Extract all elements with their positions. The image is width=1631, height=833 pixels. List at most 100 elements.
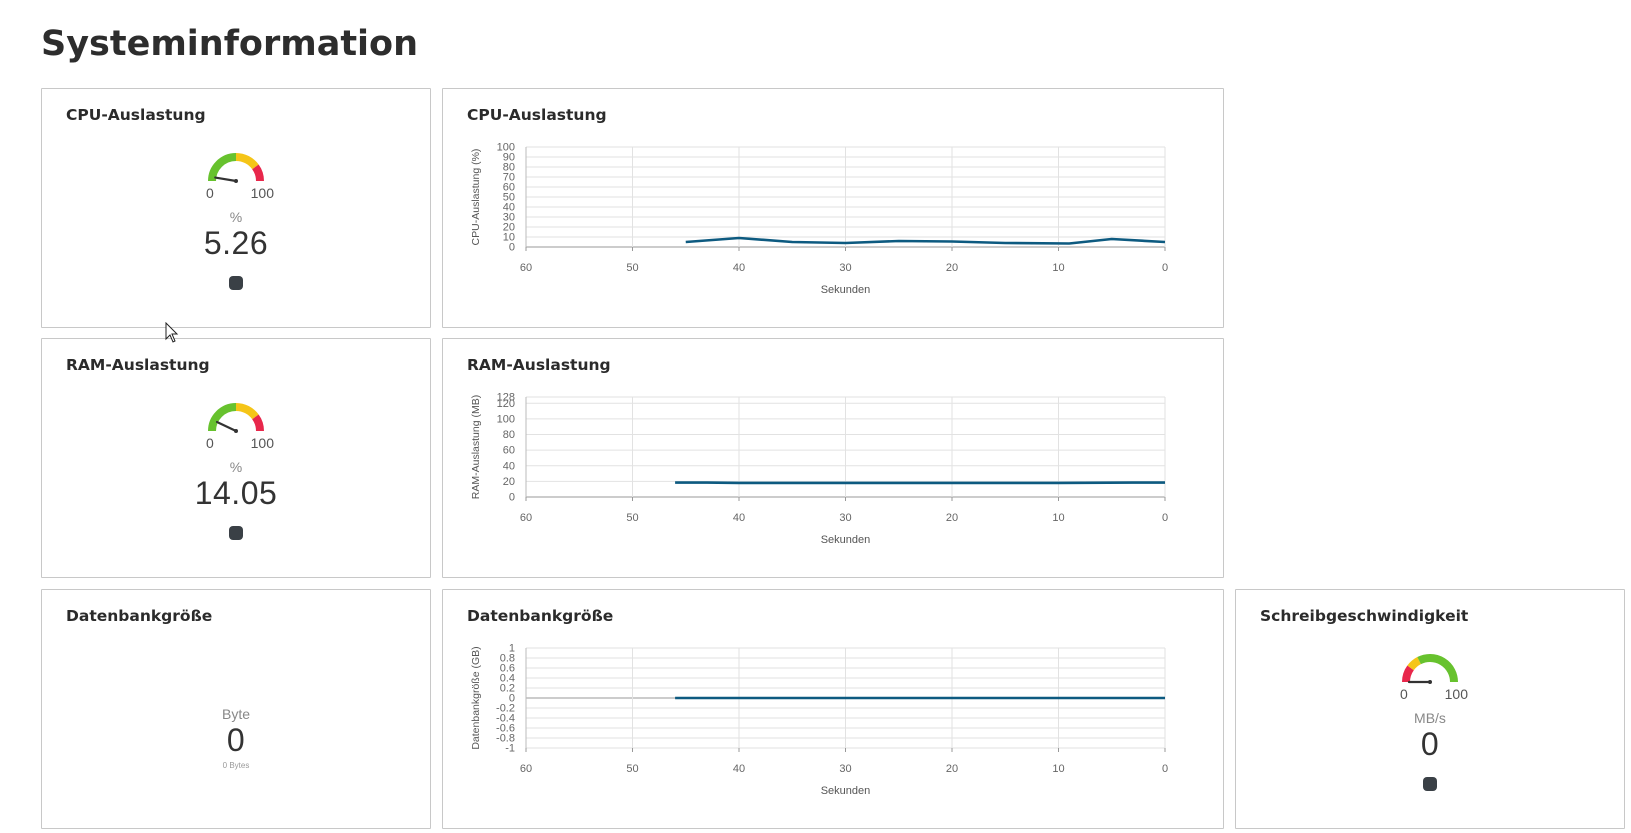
chart2-xtick-2: 40 [733,763,745,775]
write-gauge-segment-1 [1407,657,1422,671]
chart0-ytick-9: 90 [503,152,515,164]
chart2-xtick-0: 60 [520,763,532,775]
write-gauge-min: 0 [1400,686,1408,702]
cpu-value: 5.26 [203,225,269,261]
write-gauge-max: 100 [1444,686,1468,702]
ram-gauge-segment-2 [252,414,264,432]
write-speed-card: Schreibgeschwindigkeit 0 100 MB/s 0 [1235,589,1625,829]
ram-gauge-min: 0 [206,435,214,451]
chart2-xtick-6: 0 [1162,763,1168,775]
cpu-status-indicator [229,276,243,290]
chart0-xtick-3: 30 [839,262,851,274]
cpu-chart-card: CPU-Auslastung 0 10 20 30 40 50 60 70 80 90 100 60 5… [442,88,1224,328]
chart1-ytick-2: 40 [503,460,515,472]
write-status-indicator [1423,777,1437,791]
write-speed-value: 0 [1420,726,1440,762]
ram-gauge-needle [215,420,238,433]
write-gauge-segment-2 [1417,654,1458,683]
chart0-xtick-4: 20 [946,262,958,274]
cpu-gauge-max: 100 [250,185,274,201]
chart1-ytick-6: 120 [497,398,515,410]
chart0-ytick-7: 70 [503,172,515,184]
chart2-ytick-1: -0.8 [496,733,515,745]
ram-gauge-segment-1 [235,403,259,420]
ram-unit: % [229,459,243,475]
chart0-ytick-1: 10 [503,232,515,244]
chart0-ytick-8: 80 [503,162,515,174]
chart2-xtick-3: 30 [839,763,851,775]
chart2-xtick-4: 20 [946,763,958,775]
chart2-ytick-5: 0 [509,693,515,705]
write-gauge-segment-0 [1402,665,1414,683]
write-speed-title: Schreibgeschwindigkeit [1260,607,1469,625]
cpu-gauge-min: 0 [206,185,214,201]
chart1-xtick-3: 30 [839,512,851,524]
ram-chart-card: RAM-Auslastung 0 20 40 60 80 100 120 128 60 50 40 3… [442,338,1224,578]
cpu-gauge [208,153,264,183]
chart1-xtick-4: 20 [946,512,958,524]
chart0-ytick-6: 60 [503,182,515,194]
db-size-title: Datenbankgröße [66,607,213,625]
mouse-cursor-icon [165,322,179,343]
chart0-ytick-10: 100 [497,142,515,154]
chart0-ytick-0: 0 [509,242,515,254]
cpu-gauge-card: CPU-Auslastung 0 100 % 5.26 [41,88,431,328]
chart1-ylabel: RAM-Auslastung (MB) [470,395,482,499]
ram-gauge-card: RAM-Auslastung 0 100 % 14.05 [41,338,431,578]
chart1-ytick-7: 128 [497,392,515,404]
db-size-sub: 0 Bytes [222,761,250,770]
page-title: Systeminformation [41,24,419,64]
chart2-ylabel: Datenbankgröße (GB) [470,646,482,749]
write-speed-gauge [1402,654,1458,684]
chart0-ytick-5: 50 [503,192,515,204]
chart2-ytick-3: -0.4 [496,713,515,725]
db-size-card: Datenbankgröße Byte 0 0 Bytes [41,589,431,829]
ram-gauge-needle-hub [234,429,238,433]
chart2-ytick-0: -1 [505,743,515,755]
chart0-ytick-2: 20 [503,222,515,234]
chart2-xtick-5: 10 [1052,763,1064,775]
ram-gauge-title: RAM-Auslastung [66,356,210,374]
cpu-gauge-segment-0 [208,153,237,182]
chart2-xlabel: Sekunden [821,785,871,797]
db-chart-card: Datenbankgröße -1 -0.8 -0.6 -0.4 -0.2 0 0.2 0.4… [442,589,1224,829]
chart1-xlabel: Sekunden [821,534,871,546]
chart0-xtick-0: 60 [520,262,532,274]
ram-gauge [208,403,264,433]
chart1-xtick-1: 50 [626,512,638,524]
ram-chart-title: RAM-Auslastung [467,356,611,374]
cpu-gauge-segment-2 [252,164,264,182]
chart1-xtick-0: 60 [520,512,532,524]
chart0-xtick-5: 10 [1052,262,1064,274]
chart1-ytick-0: 0 [509,492,515,504]
chart2-ytick-2: -0.6 [496,723,515,735]
chart2-ytick-10: 1 [509,643,515,655]
write-gauge-needle-hub [1428,680,1432,684]
ram-gauge-segment-0 [208,403,237,432]
chart1-ytick-1: 20 [503,476,515,488]
ram-gauge-max: 100 [250,435,274,451]
chart1-ytick-5: 100 [497,413,515,425]
chart2-ytick-4: -0.2 [496,703,515,715]
ram-value: 14.05 [194,475,278,511]
cpu-chart-title: CPU-Auslastung [467,106,607,124]
db-size-value: 0 [226,722,246,758]
chart0-ylabel: CPU-Auslastung (%) [470,149,482,246]
chart0-ytick-4: 40 [503,202,515,214]
chart0-series-0 [685,236,1166,245]
chart2-ytick-8: 0.6 [500,663,515,675]
chart1-ytick-3: 60 [503,445,515,457]
chart0-xtick-2: 40 [733,262,745,274]
chart2-xtick-1: 50 [626,763,638,775]
cpu-gauge-needle [214,176,238,183]
ram-status-indicator [229,526,243,540]
chart0-xlabel: Sekunden [821,284,871,296]
db-chart-title: Datenbankgröße [467,607,614,625]
chart1-xtick-5: 10 [1052,512,1064,524]
cpu-gauge-segment-1 [235,153,259,170]
chart2-ytick-9: 0.8 [500,653,515,665]
chart0-xtick-6: 0 [1162,262,1168,274]
cpu-gauge-needle-hub [234,179,238,183]
